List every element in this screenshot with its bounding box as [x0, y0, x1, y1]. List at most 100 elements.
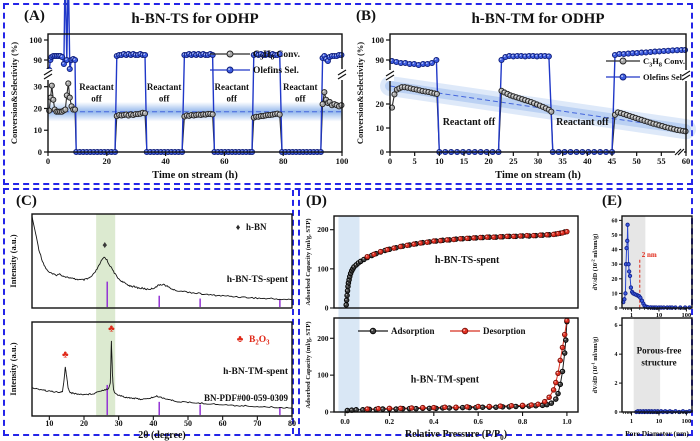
svg-text:♣: ♣	[108, 323, 115, 334]
svg-text:20: 20	[484, 156, 493, 166]
svg-text:Reactant off: Reactant off	[556, 117, 609, 128]
svg-text:structure: structure	[641, 358, 676, 368]
svg-text:20: 20	[34, 103, 43, 113]
svg-text:40: 40	[161, 156, 170, 166]
svg-text:100: 100	[317, 264, 329, 273]
svg-text:50: 50	[612, 233, 618, 239]
bottom-panel-box	[3, 188, 693, 436]
svg-text:1.0: 1.0	[562, 417, 572, 426]
svg-text:Adsorption: Adsorption	[391, 326, 435, 336]
svg-text:10: 10	[45, 419, 53, 428]
svg-text:♣: ♣	[62, 350, 69, 361]
panel-label-b: (B)	[356, 8, 376, 24]
svg-text:60: 60	[682, 156, 691, 166]
svg-text:dV/dD (10-1 ml/nm/g): dV/dD (10-1 ml/nm/g)	[590, 337, 599, 394]
svg-text:off: off	[227, 94, 238, 104]
svg-text:0.0: 0.0	[340, 417, 350, 426]
svg-text:100: 100	[29, 35, 42, 45]
svg-text:200: 200	[317, 225, 329, 234]
svg-text:40: 40	[149, 419, 157, 428]
svg-text:Olefins Sel.: Olefins Sel.	[643, 72, 684, 82]
svg-text:h-BN-TM-spent: h-BN-TM-spent	[223, 367, 289, 377]
svg-text:Olefins Sel.: Olefins Sel.	[253, 66, 299, 76]
svg-text:10: 10	[656, 312, 663, 319]
svg-text:C3H8 Conv.: C3H8 Conv.	[643, 56, 685, 68]
svg-text:Reactant: Reactant	[79, 82, 114, 92]
svg-text:15: 15	[460, 156, 469, 166]
svg-text:70: 70	[253, 419, 261, 428]
chart-xrd-patterns: ♦ Intensity (a.u.) ♣ ♣ Intensity (a.u.) h-BN-…	[8, 213, 296, 441]
svg-text:B2O3: B2O3	[249, 335, 270, 347]
svg-text:20: 20	[80, 419, 88, 428]
svg-text:20: 20	[612, 277, 618, 283]
svg-text:10: 10	[612, 291, 618, 297]
svg-text:40: 40	[583, 156, 592, 166]
svg-text:80: 80	[288, 419, 296, 428]
svg-text:♦: ♦	[102, 240, 107, 251]
svg-text:dV/dD (10-2 ml/nm/g): dV/dD (10-2 ml/nm/g)	[590, 234, 599, 291]
svg-text:Relative Pressure (P/P0): Relative Pressure (P/P0)	[405, 429, 507, 441]
svg-text:2: 2	[615, 381, 618, 387]
svg-text:♦: ♦	[236, 222, 241, 232]
chart-odhp-stability-tm: h-BN-TM for ODHP 0 5 10 15 20 25 30 35 40 45 50 55 60…	[355, 11, 696, 181]
svg-text:Adsorbed Capacity (ml/g, STP): Adsorbed Capacity (ml/g, STP)	[305, 218, 312, 305]
svg-text:100: 100	[371, 35, 384, 45]
svg-text:100: 100	[317, 371, 329, 380]
svg-text:100: 100	[336, 156, 349, 166]
svg-text:100: 100	[682, 312, 692, 319]
svg-text:1: 1	[630, 312, 633, 319]
svg-text:Reactant: Reactant	[283, 82, 318, 92]
svg-text:0: 0	[325, 304, 329, 313]
svg-text:0: 0	[325, 408, 329, 417]
svg-text:Porous-free: Porous-free	[637, 346, 682, 356]
svg-text:♣: ♣	[237, 334, 244, 345]
svg-text:25: 25	[509, 156, 518, 166]
svg-text:50: 50	[632, 156, 641, 166]
svg-text:5: 5	[413, 156, 417, 166]
svg-text:h-BN-TM-spent: h-BN-TM-spent	[411, 375, 480, 386]
svg-text:60: 60	[612, 218, 618, 224]
svg-text:0.4: 0.4	[429, 417, 439, 426]
svg-text:Time on stream (h): Time on stream (h)	[152, 170, 238, 181]
svg-text:20: 20	[103, 156, 112, 166]
svg-text:Conversion&Selectivity (%): Conversion&Selectivity (%)	[9, 42, 19, 144]
svg-text:10: 10	[376, 123, 385, 133]
svg-text:10: 10	[34, 125, 43, 135]
svg-text:0.6: 0.6	[473, 417, 483, 426]
svg-text:200: 200	[317, 334, 329, 343]
top-panel-box	[3, 3, 693, 185]
svg-text:Intensity (a.u.): Intensity (a.u.)	[8, 234, 18, 287]
svg-text:Reactant off: Reactant off	[443, 117, 496, 128]
svg-text:h-BN-TS for ODHP: h-BN-TS for ODHP	[131, 11, 258, 27]
svg-text:30: 30	[534, 156, 543, 166]
panel-label-e: (E)	[602, 193, 622, 209]
svg-text:off: off	[295, 94, 306, 104]
svg-text:80: 80	[279, 156, 288, 166]
chart-adsorption-isotherms: 0 100 200 Adsorbed Capacity (ml/g, STP) h-BN…	[305, 215, 579, 441]
svg-text:C3H8 Conv.: C3H8 Conv.	[253, 50, 300, 62]
svg-text:Reactant: Reactant	[215, 82, 250, 92]
svg-text:Pore Diameter (nm): Pore Diameter (nm)	[625, 429, 689, 438]
svg-text:50: 50	[184, 419, 192, 428]
svg-text:h-BN-TS-spent: h-BN-TS-spent	[227, 275, 289, 285]
svg-text:0: 0	[38, 147, 42, 157]
svg-text:2θ (degree): 2θ (degree)	[138, 430, 186, 441]
svg-text:Adsorbed Capacity (ml/g, STP): Adsorbed Capacity (ml/g, STP)	[305, 321, 312, 408]
svg-text:30: 30	[612, 262, 618, 268]
svg-text:60: 60	[220, 156, 229, 166]
svg-text:4: 4	[615, 352, 618, 358]
svg-text:h-BN-TM for ODHP: h-BN-TM for ODHP	[471, 11, 604, 27]
svg-text:10: 10	[656, 418, 663, 425]
svg-text:off: off	[91, 94, 102, 104]
svg-text:30: 30	[115, 419, 123, 428]
svg-text:45: 45	[608, 156, 617, 166]
chart-odhp-stability-ts: h-BN-TS for ODHP 0 20 40 60 80 100 0 10 20 30 90 100…	[9, 0, 349, 181]
svg-text:Time on stream (h): Time on stream (h)	[495, 170, 581, 181]
svg-text:0: 0	[388, 156, 392, 166]
svg-text:60: 60	[219, 419, 227, 428]
svg-text:10: 10	[435, 156, 444, 166]
svg-text:40: 40	[612, 248, 618, 254]
svg-text:100: 100	[682, 418, 692, 425]
